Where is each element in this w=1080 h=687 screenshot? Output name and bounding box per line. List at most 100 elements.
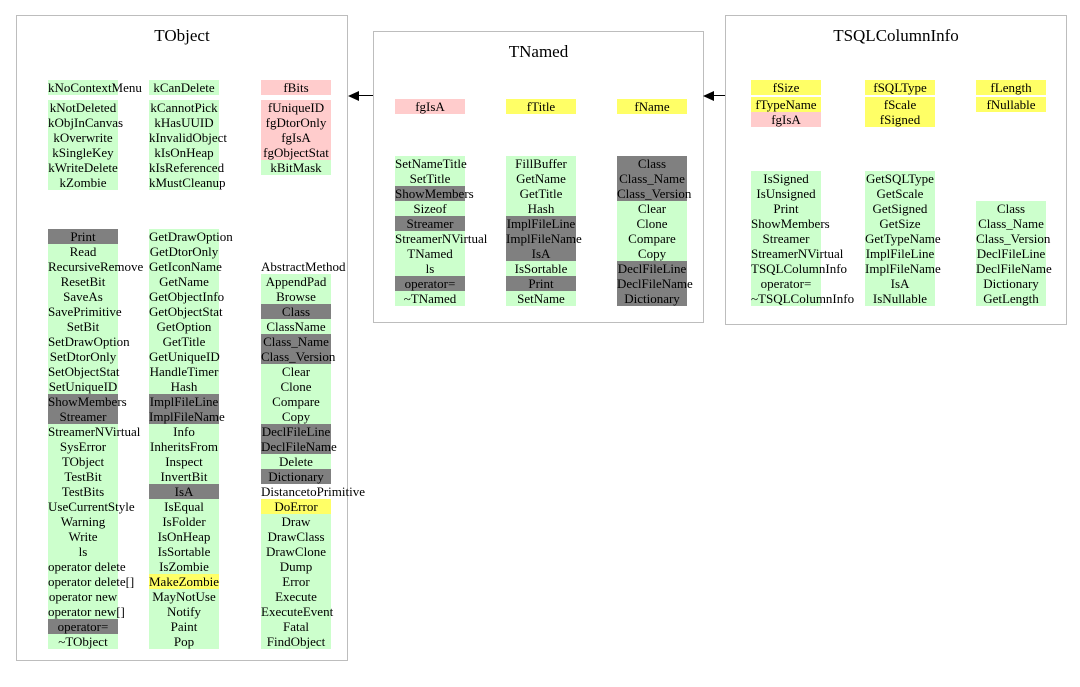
method-cell[interactable]: SysError <box>48 439 118 454</box>
field-cell[interactable]: fSQLType <box>865 80 935 95</box>
method-cell[interactable]: DeclFileName <box>976 261 1052 276</box>
method-cell[interactable]: StreamerNVirtual <box>395 231 487 246</box>
method-cell[interactable]: Read <box>48 244 118 259</box>
method-cell[interactable]: DeclFileLine <box>261 424 331 439</box>
method-cell[interactable]: IsNullable <box>865 291 935 306</box>
method-cell[interactable]: GetSigned <box>865 201 935 216</box>
method-cell[interactable]: Class <box>617 156 687 171</box>
field-cell[interactable]: kNoContextMenu <box>48 80 142 95</box>
method-cell[interactable]: Warning <box>48 514 118 529</box>
field-cell[interactable]: fScale <box>865 97 935 112</box>
method-cell[interactable]: GetName <box>149 274 219 289</box>
method-cell[interactable]: SetUniqueID <box>48 379 118 394</box>
method-cell[interactable]: AbstractMethod <box>261 259 345 274</box>
method-cell[interactable]: operator= <box>751 276 821 291</box>
method-cell[interactable]: TestBit <box>48 469 118 484</box>
method-cell[interactable]: operator= <box>395 276 465 291</box>
method-cell[interactable]: Dictionary <box>617 291 687 306</box>
method-cell[interactable]: Delete <box>261 454 331 469</box>
method-cell[interactable]: DeclFileLine <box>617 261 687 276</box>
field-cell[interactable]: fgIsA <box>395 99 465 114</box>
method-cell[interactable]: Browse <box>261 289 331 304</box>
field-cell[interactable]: fgIsA <box>751 112 821 127</box>
method-cell[interactable]: InheritsFrom <box>149 439 219 454</box>
method-cell[interactable]: ImplFileName <box>149 409 225 424</box>
method-cell[interactable]: IsSortable <box>149 544 219 559</box>
field-cell[interactable]: kSingleKey <box>48 145 118 160</box>
method-cell[interactable]: StreamerNVirtual <box>751 246 843 261</box>
field-cell[interactable]: fName <box>617 99 687 114</box>
method-cell[interactable]: Hash <box>506 201 576 216</box>
method-cell[interactable]: DoError <box>261 499 331 514</box>
method-cell[interactable]: ShowMembers <box>395 186 474 201</box>
method-cell[interactable]: FindObject <box>261 634 331 649</box>
field-cell[interactable]: fBits <box>261 80 331 95</box>
field-cell[interactable]: fLength <box>976 80 1046 95</box>
method-cell[interactable]: GetObjectInfo <box>149 289 224 304</box>
method-cell[interactable]: Compare <box>261 394 331 409</box>
method-cell[interactable]: ImplFileName <box>865 261 941 276</box>
method-cell[interactable]: ls <box>48 544 118 559</box>
method-cell[interactable]: GetDrawOption <box>149 229 233 244</box>
method-cell[interactable]: Inspect <box>149 454 219 469</box>
method-cell[interactable]: operator new <box>48 589 118 604</box>
method-cell[interactable]: ImplFileName <box>506 231 582 246</box>
method-cell[interactable]: GetSize <box>865 216 935 231</box>
method-cell[interactable]: DistancetoPrimitive <box>261 484 365 499</box>
method-cell[interactable]: Class <box>261 304 331 319</box>
method-cell[interactable]: ls <box>395 261 465 276</box>
method-cell[interactable]: Print <box>506 276 576 291</box>
method-cell[interactable]: GetTitle <box>149 334 219 349</box>
method-cell[interactable]: MakeZombie <box>149 574 219 589</box>
field-cell[interactable]: fTitle <box>506 99 576 114</box>
method-cell[interactable]: DeclFileLine <box>976 246 1046 261</box>
field-cell[interactable]: kObjInCanvas <box>48 115 123 130</box>
field-cell[interactable]: fgIsA <box>261 130 331 145</box>
method-cell[interactable]: Clone <box>617 216 687 231</box>
method-cell[interactable]: Sizeof <box>395 201 465 216</box>
field-cell[interactable]: kNotDeleted <box>48 100 118 115</box>
method-cell[interactable]: Paint <box>149 619 219 634</box>
method-cell[interactable]: IsSigned <box>751 171 821 186</box>
method-cell[interactable]: IsA <box>149 484 219 499</box>
method-cell[interactable]: SetDrawOption <box>48 334 130 349</box>
method-cell[interactable]: Write <box>48 529 118 544</box>
method-cell[interactable]: IsOnHeap <box>149 529 219 544</box>
field-cell[interactable]: fSize <box>751 80 821 95</box>
field-cell[interactable]: kIsReferenced <box>149 160 224 175</box>
method-cell[interactable]: ~TObject <box>48 634 118 649</box>
method-cell[interactable]: IsFolder <box>149 514 219 529</box>
method-cell[interactable]: Class_Name <box>617 171 687 186</box>
method-cell[interactable]: Class_Name <box>261 334 331 349</box>
method-cell[interactable]: operator= <box>48 619 118 634</box>
method-cell[interactable]: UseCurrentStyle <box>48 499 135 514</box>
method-cell[interactable]: GetIconName <box>149 259 222 274</box>
field-cell[interactable]: kInvalidObject <box>149 130 227 145</box>
field-cell[interactable]: kWriteDelete <box>48 160 118 175</box>
method-cell[interactable]: Clear <box>617 201 687 216</box>
method-cell[interactable]: IsEqual <box>149 499 219 514</box>
method-cell[interactable]: SetNameTitle <box>395 156 467 171</box>
method-cell[interactable]: GetScale <box>865 186 935 201</box>
method-cell[interactable]: FillBuffer <box>506 156 576 171</box>
field-cell[interactable]: kZombie <box>48 175 118 190</box>
method-cell[interactable]: IsZombie <box>149 559 219 574</box>
method-cell[interactable]: GetOption <box>149 319 219 334</box>
field-cell[interactable]: kCanDelete <box>149 80 219 95</box>
method-cell[interactable]: ExecuteEvent <box>261 604 333 619</box>
method-cell[interactable]: Dictionary <box>976 276 1046 291</box>
method-cell[interactable]: HandleTimer <box>149 364 219 379</box>
method-cell[interactable]: Info <box>149 424 219 439</box>
method-cell[interactable]: operator delete <box>48 559 126 574</box>
field-cell[interactable]: kCannotPick <box>149 100 219 115</box>
method-cell[interactable]: Compare <box>617 231 687 246</box>
method-cell[interactable]: Notify <box>149 604 219 619</box>
field-cell[interactable]: kBitMask <box>261 160 331 175</box>
method-cell[interactable]: Clone <box>261 379 331 394</box>
method-cell[interactable]: Print <box>751 201 821 216</box>
field-cell[interactable]: kIsOnHeap <box>149 145 219 160</box>
method-cell[interactable]: IsSortable <box>506 261 576 276</box>
field-cell[interactable]: fUniqueID <box>261 100 331 115</box>
method-cell[interactable]: GetName <box>506 171 576 186</box>
field-cell[interactable]: kMustCleanup <box>149 175 226 190</box>
